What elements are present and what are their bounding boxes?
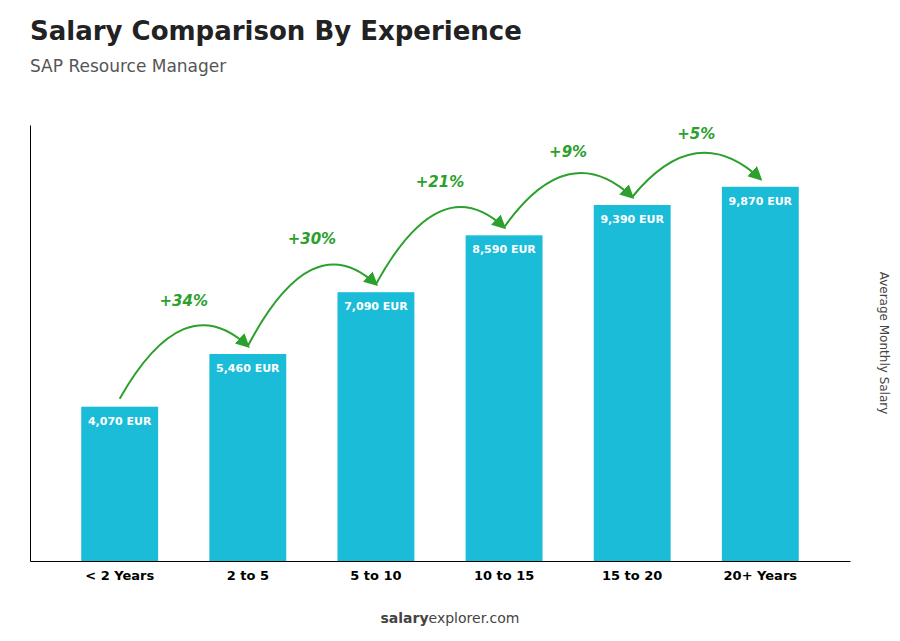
annotation: +9%: [549, 143, 587, 161]
bar: [81, 407, 158, 561]
x-tick: 5 to 10: [350, 561, 401, 583]
annotation-arrow: [248, 264, 376, 346]
x-tick: 15 to 20: [602, 561, 662, 583]
title: Salary Comparison By Experience: [30, 16, 522, 46]
x-tick: < 2 Years: [85, 561, 154, 583]
x-tick-label: < 2 Years: [85, 568, 154, 583]
data-label: 7,090 EUR: [344, 300, 408, 313]
data-label: 9,870 EUR: [729, 195, 793, 208]
watermark: salaryexplorer.com: [381, 610, 520, 626]
chart: Salary Comparison By Experience SAP Resou…: [0, 0, 900, 641]
bar: [338, 292, 415, 561]
annotation-arrow: [376, 207, 504, 284]
x-tick-label: 15 to 20: [602, 568, 662, 583]
watermark-part: explorer.com: [429, 610, 520, 626]
annotation: +30%: [288, 230, 336, 248]
subtitle: SAP Resource Manager: [30, 56, 226, 76]
data-label: 9,390 EUR: [600, 213, 664, 226]
bar: [594, 205, 671, 561]
data-label: 5,460 EUR: [216, 362, 280, 375]
data-label: 4,070 EUR: [88, 415, 152, 428]
annotation: +34%: [160, 292, 208, 310]
x-tick: 20+ Years: [724, 561, 798, 583]
annotation-arrow: [632, 153, 760, 197]
x-tick: 2 to 5: [227, 561, 269, 583]
x-tick-label: 2 to 5: [227, 568, 269, 583]
x-tick-label: 10 to 15: [474, 568, 534, 583]
x-tick-label: 5 to 10: [350, 568, 401, 583]
annotation: +21%: [416, 173, 464, 191]
data-label: 8,590 EUR: [472, 243, 536, 256]
annotation-arrow: [120, 325, 248, 399]
y-axis: [30, 126, 31, 562]
bars: [81, 187, 799, 561]
plot: < 2 Years 2 to 5 5 to 10 10 to 15 15 to 20 20…: [31, 125, 851, 583]
x-axis-line: [31, 561, 851, 562]
watermark-part: salary: [381, 610, 429, 626]
y-axis-label: Average Monthly Salary: [877, 272, 891, 415]
y-axis-line: [30, 126, 31, 562]
x-tick-label: 20+ Years: [724, 568, 798, 583]
bar: [209, 354, 286, 561]
bar: [466, 235, 543, 561]
x-axis: < 2 Years 2 to 5 5 to 10 10 to 15 15 to 20 20…: [31, 561, 851, 583]
x-tick: 10 to 15: [474, 561, 534, 583]
annotation-arrow: [504, 173, 632, 227]
annotations: +34% +30% +21% +9% +5%: [120, 125, 761, 399]
annotation: +5%: [677, 125, 715, 143]
bar: [722, 187, 799, 561]
data-labels: 4,070 EUR 5,460 EUR 7,090 EUR 8,590 EUR 9,39…: [88, 195, 793, 428]
